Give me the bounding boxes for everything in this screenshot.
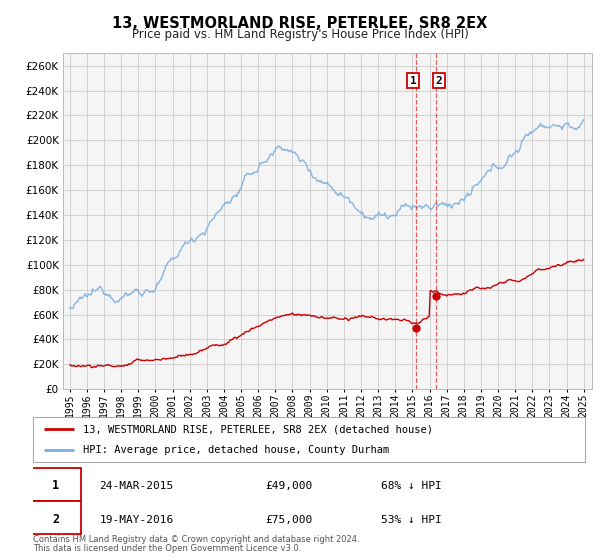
Text: 2: 2: [436, 76, 442, 86]
Text: 53% ↓ HPI: 53% ↓ HPI: [381, 515, 442, 525]
Text: 2: 2: [52, 513, 59, 526]
Text: 68% ↓ HPI: 68% ↓ HPI: [381, 481, 442, 491]
Text: 19-MAY-2016: 19-MAY-2016: [99, 515, 173, 525]
Text: HPI: Average price, detached house, County Durham: HPI: Average price, detached house, Coun…: [83, 445, 389, 455]
FancyBboxPatch shape: [30, 501, 81, 534]
Text: 13, WESTMORLAND RISE, PETERLEE, SR8 2EX (detached house): 13, WESTMORLAND RISE, PETERLEE, SR8 2EX …: [83, 424, 433, 435]
Text: This data is licensed under the Open Government Licence v3.0.: This data is licensed under the Open Gov…: [33, 544, 301, 553]
Text: £75,000: £75,000: [265, 515, 312, 525]
Text: Contains HM Land Registry data © Crown copyright and database right 2024.: Contains HM Land Registry data © Crown c…: [33, 534, 359, 544]
FancyBboxPatch shape: [30, 468, 81, 501]
Text: 1: 1: [410, 76, 416, 86]
Text: 24-MAR-2015: 24-MAR-2015: [99, 481, 173, 491]
Text: £49,000: £49,000: [265, 481, 312, 491]
Text: Price paid vs. HM Land Registry's House Price Index (HPI): Price paid vs. HM Land Registry's House …: [131, 28, 469, 41]
Text: 1: 1: [52, 479, 59, 492]
Text: 13, WESTMORLAND RISE, PETERLEE, SR8 2EX: 13, WESTMORLAND RISE, PETERLEE, SR8 2EX: [112, 16, 488, 31]
